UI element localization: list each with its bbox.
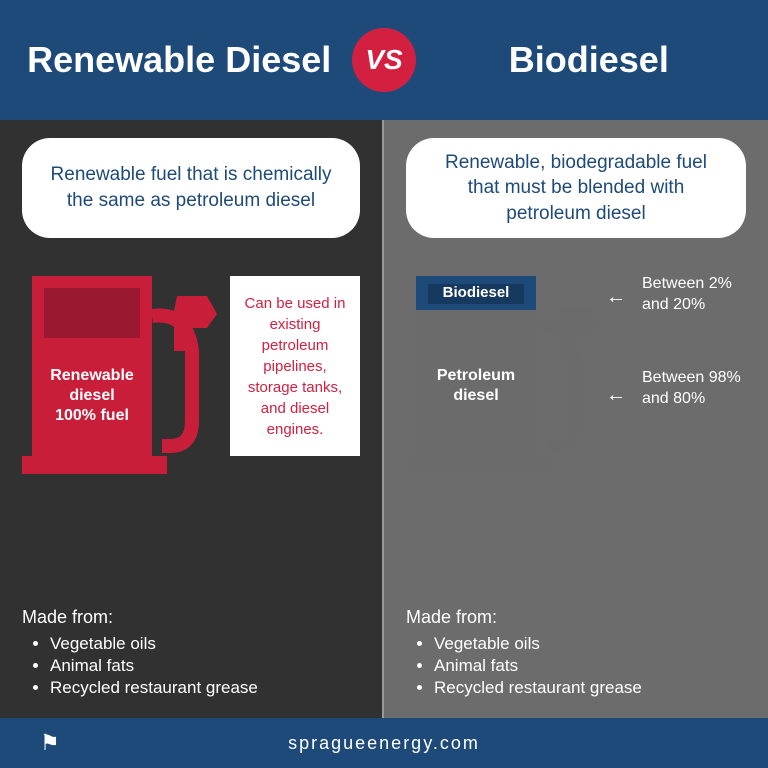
- list-item: Recycled restaurant grease: [434, 678, 746, 698]
- left-panel: Renewable fuel that is chemically the sa…: [0, 120, 384, 718]
- footer-url: spragueenergy.com: [288, 733, 480, 754]
- vs-badge: VS: [352, 28, 416, 92]
- flag-icon: ⚑: [40, 730, 62, 756]
- footer: ⚑ spragueenergy.com: [0, 718, 768, 768]
- right-panel: Renewable, biodegradable fuel that must …: [384, 120, 768, 718]
- pump-label-renewable: Renewable diesel 100% fuel: [46, 366, 138, 426]
- list-item: Animal fats: [50, 656, 360, 676]
- biodiesel-label: Biodiesel: [434, 284, 518, 303]
- infographic-container: Renewable Diesel VS Biodiesel Renewable …: [0, 0, 768, 768]
- petroleum-label: Petroleum diesel: [428, 366, 524, 406]
- made-from-title: Made from:: [406, 607, 746, 628]
- biodiesel-range: Between 2% and 20%: [642, 274, 752, 316]
- left-pump-area: Renewable diesel 100% fuel Can be used i…: [22, 256, 360, 593]
- petroleum-range: Between 98% and 80%: [642, 368, 752, 410]
- arrow-icon: ←: [606, 286, 626, 309]
- main-content: Renewable fuel that is chemically the sa…: [0, 120, 768, 718]
- list-item: Vegetable oils: [50, 634, 360, 654]
- made-from-list: Vegetable oils Animal fats Recycled rest…: [22, 634, 360, 698]
- arrow-icon: ←: [606, 384, 626, 407]
- right-made-from: Made from: Vegetable oils Animal fats Re…: [406, 607, 746, 700]
- left-side-note: Can be used in existing petroleum pipeli…: [230, 276, 360, 456]
- header-right-title: Biodiesel: [416, 40, 762, 80]
- right-pump-area: Biodiesel Petroleum diesel ← Between 2% …: [406, 256, 746, 593]
- made-from-title: Made from:: [22, 607, 360, 628]
- header: Renewable Diesel VS Biodiesel: [0, 0, 768, 120]
- list-item: Vegetable oils: [434, 634, 746, 654]
- list-item: Animal fats: [434, 656, 746, 676]
- list-item: Recycled restaurant grease: [50, 678, 360, 698]
- left-made-from: Made from: Vegetable oils Animal fats Re…: [22, 607, 360, 700]
- header-left-title: Renewable Diesel: [6, 40, 352, 80]
- left-description: Renewable fuel that is chemically the sa…: [22, 138, 360, 238]
- made-from-list: Vegetable oils Animal fats Recycled rest…: [406, 634, 746, 698]
- right-description: Renewable, biodegradable fuel that must …: [406, 138, 746, 238]
